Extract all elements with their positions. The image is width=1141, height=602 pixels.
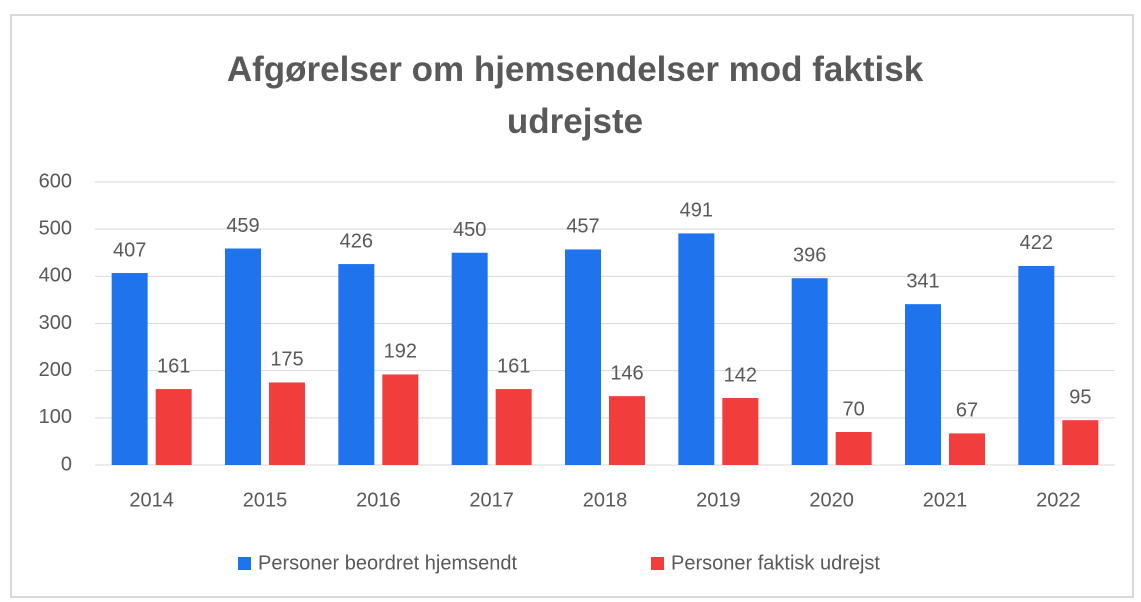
legend-label: Personer faktisk udrejst [671, 552, 880, 574]
bar [338, 264, 375, 465]
bar [111, 273, 148, 465]
data-label: 491 [680, 200, 713, 222]
y-tick-label: 300 [39, 312, 72, 334]
bar [155, 389, 192, 465]
y-tick-label: 0 [61, 453, 72, 475]
data-label: 142 [724, 364, 757, 386]
bar [382, 374, 419, 465]
bar [609, 396, 645, 465]
bar [225, 248, 261, 465]
y-tick-label: 500 [39, 217, 72, 239]
bar [678, 233, 715, 465]
x-tick-label: 2018 [583, 489, 628, 511]
data-label: 146 [610, 362, 643, 384]
y-tick-label: 200 [39, 359, 72, 381]
data-label: 175 [270, 349, 303, 371]
data-label: 396 [793, 245, 826, 267]
legend-swatch [651, 557, 664, 570]
bar [949, 433, 985, 465]
data-label: 70 [843, 398, 865, 420]
x-tick-label: 2019 [696, 489, 741, 511]
bar [1062, 420, 1099, 465]
x-tick-label: 2022 [1036, 489, 1081, 511]
bar [1018, 265, 1055, 465]
data-label: 67 [956, 400, 978, 422]
data-label: 459 [226, 215, 259, 237]
data-label: 426 [340, 230, 373, 252]
x-tick-label: 2016 [356, 489, 401, 511]
data-label: 422 [1020, 232, 1053, 254]
data-label: 95 [1069, 386, 1091, 408]
chart-frame [10, 14, 1134, 598]
y-tick-label: 100 [39, 406, 72, 428]
x-tick-label: 2020 [809, 489, 854, 511]
bar [905, 304, 941, 465]
bar [495, 389, 532, 465]
x-tick-label: 2014 [129, 489, 174, 511]
y-tick-label: 400 [39, 265, 72, 287]
bar [835, 431, 872, 465]
data-label: 341 [906, 270, 939, 292]
bar [722, 398, 759, 465]
chart-title: Afgørelser om hjemsendelser mod faktisk … [226, 50, 924, 141]
bar [791, 278, 828, 465]
data-label: 407 [113, 239, 146, 261]
bar [269, 382, 305, 465]
legend-swatch [238, 557, 251, 570]
x-tick-label: 2021 [923, 489, 968, 511]
data-label: 161 [157, 355, 190, 377]
bar [451, 252, 488, 465]
y-tick-label: 600 [39, 170, 72, 192]
bar [565, 249, 601, 465]
data-label: 192 [384, 341, 417, 363]
x-tick-label: 2015 [243, 489, 288, 511]
data-label: 161 [497, 355, 530, 377]
x-tick-label: 2017 [469, 489, 514, 511]
legend-label: Personer beordret hjemsendt [258, 552, 517, 574]
data-label: 457 [566, 216, 599, 238]
data-label: 450 [453, 219, 486, 241]
